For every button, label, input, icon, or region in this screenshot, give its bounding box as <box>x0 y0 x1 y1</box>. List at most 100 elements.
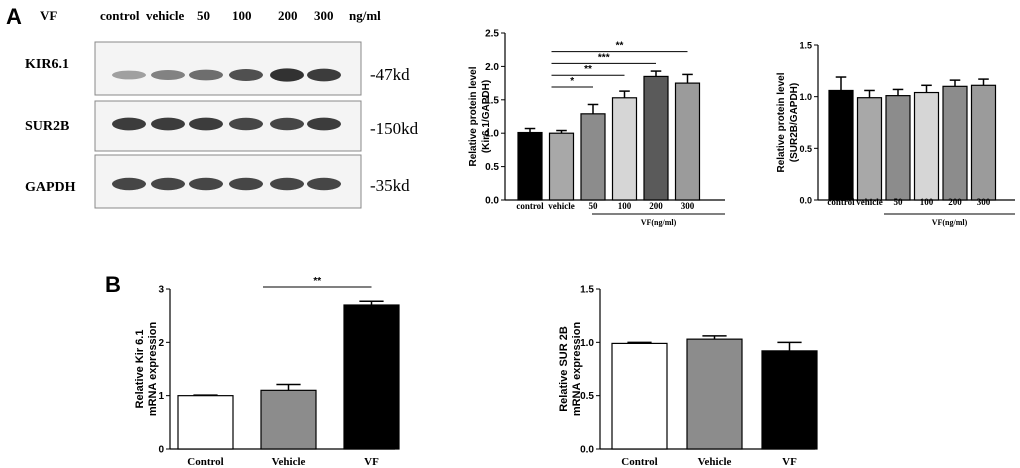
category-label: 50 <box>589 201 599 211</box>
blot-band <box>307 68 341 82</box>
bar <box>942 85 968 201</box>
category-label: 300 <box>977 197 991 207</box>
blot-header: VF control vehicle 50 100 200 300 ng/ml <box>40 8 381 23</box>
category-label: vehicle <box>548 201 575 211</box>
bar <box>674 82 701 201</box>
blot-band <box>112 117 146 131</box>
y-tick-label: 0 <box>158 445 164 456</box>
blot-band <box>189 117 223 131</box>
category-label: Vehicle <box>698 456 732 468</box>
blot-band <box>229 177 263 191</box>
blot-band <box>307 177 341 191</box>
significance-label: ** <box>313 276 321 287</box>
category-label: VF <box>782 456 797 468</box>
bar <box>611 97 638 201</box>
blot-drug-label: VF <box>40 8 57 23</box>
y-axis-label: Relative Kir 6.1mRNA expression <box>134 322 159 417</box>
y-tick-label: 1.5 <box>580 285 594 296</box>
blot-band <box>270 68 304 82</box>
y-axis-label-line: (SUR2B/GAPDH) <box>789 83 800 162</box>
y-tick-label: 3 <box>158 285 164 296</box>
category-label: control <box>827 197 855 207</box>
bar <box>643 75 669 201</box>
blot-size-label: -150kd <box>370 119 419 138</box>
category-label: 300 <box>681 201 695 211</box>
category-label: 50 <box>894 197 904 207</box>
blot-lane-label: 300 <box>314 8 334 23</box>
blot-row: KIR6.1 -47kd <box>25 41 410 96</box>
y-tick-label: 1.5 <box>799 41 812 51</box>
y-tick-label: 2.5 <box>485 29 499 40</box>
blot-unit-label: ng/ml <box>349 8 381 23</box>
blot-band <box>112 70 146 80</box>
bar <box>761 350 818 450</box>
y-axis-label: Relative SUR 2BmRNA expression <box>558 322 583 417</box>
bar <box>580 113 606 201</box>
blot-bands <box>112 177 341 191</box>
category-label: Vehicle <box>272 456 306 468</box>
kir61-mrna-chart: 0 1 2 3 Relative Kir 6.1mRNA expression Contr… <box>134 276 400 468</box>
bar <box>260 389 317 450</box>
category-label: 200 <box>649 201 663 211</box>
panel-a-letter: A <box>6 4 22 29</box>
significance-label: *** <box>598 52 610 63</box>
blot-lane-label: 200 <box>278 8 298 23</box>
y-axis-label-line: Relative SUR 2B <box>558 326 570 412</box>
category-label: 100 <box>920 197 934 207</box>
y-tick-label: 1.5 <box>485 95 499 106</box>
blot-protein-label: SUR2B <box>25 119 69 134</box>
blot-band <box>112 177 146 191</box>
category-label: control <box>516 201 544 211</box>
bar <box>548 132 575 201</box>
x-axis-label: VF(ng/ml) <box>641 218 677 227</box>
kir61-protein-chart: 0.0 0.5 1.0 1.5 2.0 2.5 Relative protein level… <box>468 29 725 227</box>
bar <box>856 97 883 201</box>
y-tick-label: 0.0 <box>799 196 812 206</box>
y-tick-label: 0.5 <box>580 391 594 402</box>
y-tick-label: 1.0 <box>799 92 812 102</box>
blot-membrane <box>94 41 362 96</box>
western-blot: KIR6.1 -47kd SUR2B -150kd GAPDH -35kd <box>25 41 419 209</box>
bar <box>828 89 854 201</box>
y-tick-label: 1.0 <box>485 129 499 140</box>
bar <box>517 131 543 201</box>
y-axis-label-line: mRNA expression <box>147 322 159 417</box>
bar <box>343 304 400 450</box>
bar <box>913 91 940 201</box>
y-axis-label-line: Relative protein level <box>776 72 787 172</box>
bar <box>177 395 234 450</box>
blot-bands <box>112 117 341 131</box>
blot-lane-label: 100 <box>232 8 252 23</box>
y-tick-label: 0.0 <box>485 196 499 207</box>
y-tick-label: 2.0 <box>485 62 499 73</box>
blot-band <box>151 177 185 191</box>
y-axis-label-line: Relative protein level <box>468 66 479 166</box>
blot-band <box>270 117 304 131</box>
y-axis-label: Relative protein level (Kir6.1/GAPDH) <box>468 66 492 166</box>
y-axis-label: Relative protein level (SUR2B/GAPDH) <box>776 72 800 172</box>
sur2b-protein-chart: 0.0 0.5 1.0 1.5 Relative protein level (SUR2B… <box>776 41 1015 227</box>
blot-band <box>307 117 341 131</box>
blot-lane-label: vehicle <box>146 8 184 23</box>
significance-label: * <box>570 76 574 87</box>
blot-protein-label: GAPDH <box>25 180 76 195</box>
blot-band <box>189 69 223 81</box>
blot-protein-label: KIR6.1 <box>25 57 69 72</box>
significance-label: ** <box>584 64 592 75</box>
category-label: Control <box>621 456 657 468</box>
blot-band <box>151 70 185 80</box>
blot-band <box>189 177 223 191</box>
category-label: 100 <box>618 201 632 211</box>
y-tick-label: 2 <box>158 338 164 349</box>
y-tick-label: 1.0 <box>580 338 594 349</box>
y-axis-label-line: Relative Kir 6.1 <box>134 330 146 409</box>
bar <box>970 84 997 201</box>
blot-bands <box>112 68 341 82</box>
blot-band <box>229 117 263 131</box>
y-tick-label: 0.5 <box>799 144 812 154</box>
blot-band <box>151 117 185 131</box>
bar <box>611 342 668 450</box>
category-label: Control <box>187 456 223 468</box>
category-label: vehicle <box>856 197 883 207</box>
